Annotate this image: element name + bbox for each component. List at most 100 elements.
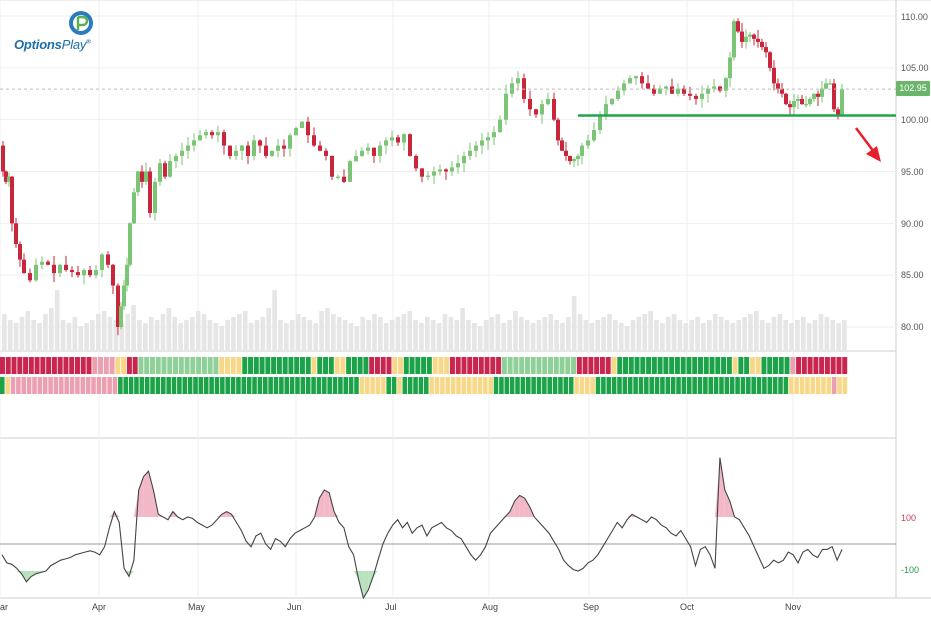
candle-body xyxy=(144,171,148,182)
candle-body xyxy=(216,132,220,136)
trend-cell xyxy=(813,357,819,374)
volume-bar xyxy=(154,320,160,350)
trend-cell xyxy=(740,377,746,394)
volume-bar xyxy=(166,308,172,350)
candle-body xyxy=(640,76,644,84)
osc-overbought-fill xyxy=(334,511,339,517)
candle-body xyxy=(58,264,62,274)
trend-cell xyxy=(515,377,520,394)
candle-body xyxy=(158,163,162,182)
candle-body xyxy=(776,83,780,89)
trend-cell xyxy=(628,357,634,374)
osc-overbought-fill xyxy=(148,471,154,517)
volume-bar xyxy=(748,314,753,350)
trend-cell xyxy=(64,377,69,394)
trend-cell xyxy=(98,357,104,374)
trend-cell xyxy=(778,357,784,374)
candle-body xyxy=(119,306,123,327)
trend-cell xyxy=(726,357,732,374)
trend-cell xyxy=(224,357,230,374)
trend-cell xyxy=(161,377,166,394)
candle-body xyxy=(282,145,286,149)
candle-body xyxy=(804,104,808,106)
trend-cell xyxy=(478,357,484,374)
volume-bar xyxy=(372,314,377,350)
volume-bar xyxy=(789,323,794,350)
candle-body xyxy=(258,140,262,146)
trend-cell xyxy=(595,377,601,394)
trend-cell xyxy=(633,377,638,394)
trend-cell xyxy=(810,377,815,394)
candle-body xyxy=(168,161,172,177)
trend-cell xyxy=(246,377,252,394)
x-month-label: Aug xyxy=(482,602,499,612)
trend-cell xyxy=(638,377,644,394)
volume-bar xyxy=(295,314,301,350)
trend-cell xyxy=(282,357,288,374)
candle-body xyxy=(816,93,820,97)
trend-cell xyxy=(473,357,479,374)
volume-bar xyxy=(60,320,66,350)
candle-body xyxy=(752,34,756,39)
osc-overbought-fill xyxy=(221,511,227,517)
trend-cell xyxy=(778,377,783,394)
trend-cell xyxy=(173,357,179,374)
candle-body xyxy=(342,176,346,182)
trend-cell xyxy=(594,357,600,374)
osc-overbought-fill xyxy=(524,498,530,517)
candle-body xyxy=(616,90,620,99)
volume-bar xyxy=(454,320,460,350)
trend-cell xyxy=(155,357,161,374)
trend-cell xyxy=(837,377,842,394)
trend-cell xyxy=(559,357,565,374)
y-tick-label: 110.00 xyxy=(901,12,928,22)
candle-body xyxy=(598,114,602,131)
trend-cell xyxy=(134,377,139,394)
volume-bar xyxy=(407,311,413,350)
volume-bar xyxy=(113,320,119,350)
trend-cell xyxy=(424,377,429,394)
candle-body xyxy=(646,83,650,89)
trend-cell xyxy=(611,377,617,394)
trend-cell xyxy=(536,377,542,394)
candle-body xyxy=(396,137,400,143)
candle-body xyxy=(276,145,280,151)
candle-body xyxy=(414,155,418,169)
brand-name-play: Play xyxy=(61,37,87,52)
trend-cell xyxy=(85,377,91,394)
volume-bar xyxy=(284,323,289,350)
candle-body xyxy=(824,83,828,89)
trend-cell xyxy=(305,377,311,394)
trend-cell xyxy=(440,377,445,394)
volume-bar xyxy=(513,311,518,350)
candle-body xyxy=(432,171,436,176)
candle-body xyxy=(438,169,442,172)
trend-cell xyxy=(542,357,548,374)
candle-body xyxy=(792,101,796,108)
annotations xyxy=(0,88,896,162)
volume-bar xyxy=(601,317,606,350)
trend-cell xyxy=(322,377,327,394)
trend-cell xyxy=(109,357,115,374)
oscillator-line xyxy=(1,457,843,600)
volume-bar xyxy=(119,323,125,350)
candle-body xyxy=(764,47,768,53)
volume-bar xyxy=(219,326,225,350)
candle-body xyxy=(372,147,376,156)
volume-bar xyxy=(143,323,148,350)
volume-bar xyxy=(595,320,601,350)
trend-cell xyxy=(418,377,424,394)
y-tick-label: 90.00 xyxy=(901,219,924,229)
trend-cell xyxy=(48,377,53,394)
candle-body xyxy=(18,244,22,260)
trend-cell xyxy=(719,377,724,394)
volume-bar xyxy=(325,308,330,350)
volume-bar xyxy=(660,323,665,350)
trend-cell xyxy=(386,357,392,374)
volume-bar xyxy=(701,323,706,350)
trend-cell xyxy=(53,377,59,394)
trend-cell xyxy=(149,357,155,374)
osc-overbought-fill xyxy=(519,495,525,517)
trend-cell xyxy=(617,377,622,394)
osc-lower-tick: -100 xyxy=(901,565,920,575)
